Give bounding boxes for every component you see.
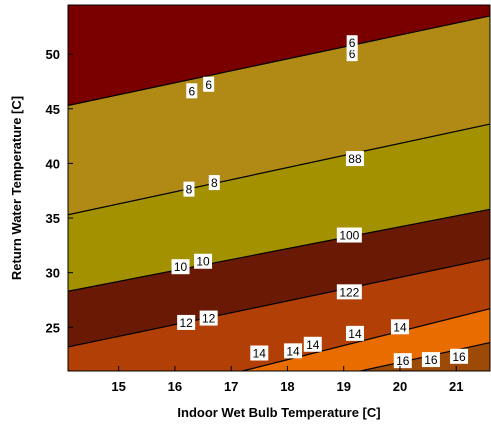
contour-line-6 [67,15,491,107]
y-tick-label: 30 [46,266,60,281]
contour-label-text: 14 [253,347,267,361]
contour-label-text: 14 [348,327,362,341]
contour-label-box [346,46,358,62]
y-tick-label: 45 [46,102,60,117]
contour-label-box [203,76,215,92]
contour-label-text: 12 [202,312,216,326]
contour-label: 10 [194,253,213,269]
contour-lines [67,15,491,372]
x-axis-ticks: 15 16 17 18 19 20 21 [111,366,463,394]
y-axis-ticks: 25 30 35 40 45 50 [46,47,73,335]
contour-label-text: 100 [339,229,359,243]
contour-label-text: 10 [174,260,188,274]
contour-line-12 [67,257,491,348]
contour-label-box [345,325,364,341]
contour-line-10 [67,208,491,292]
contour-label-text: 14 [286,344,300,358]
contour-label: 16 [421,352,440,368]
contour-label-box [171,259,190,275]
x-tick-label: 16 [168,379,182,394]
contour-label: 14 [250,345,269,361]
contour-label-text: 6 [188,84,195,98]
y-axis-label: Return Water Temperature [C] [9,96,24,280]
contour-line-8 [67,123,491,216]
contour-label-box [393,353,412,369]
contour-fills [68,5,490,371]
x-tick-label: 18 [280,379,294,394]
contour-label-box [284,343,303,359]
contour-label: 8 [183,181,195,197]
x-tick-label: 20 [393,379,407,394]
contour-label: 6 [203,76,215,92]
contour-label: 6 [186,83,198,99]
x-tick-label: 19 [336,379,350,394]
contour-label: 100 [336,227,362,243]
contour-label-box [186,83,198,99]
x-tick-label: 17 [224,379,238,394]
contour-label-text: 8 [211,176,218,190]
contour-label-box [194,253,213,269]
contour-label: 10 [171,259,190,275]
contour-label-text: 6 [205,78,212,92]
contour-label-box [390,319,409,335]
contour-label-text: 10 [196,255,210,269]
contour-label: 88 [345,151,364,167]
y-tick-label: 40 [46,156,60,171]
y-tick-label: 35 [46,211,60,226]
contour-label-text: 6 [349,47,356,61]
contour-label: 16 [450,348,469,364]
contour-label-box [336,284,362,300]
contour-label-box [199,310,218,326]
y-tick-label: 50 [46,47,60,62]
contour-label-box [450,348,469,364]
contour-label-text: 14 [393,320,407,334]
contour-label: 14 [303,336,322,352]
x-tick-label: 21 [449,379,463,394]
contour-band-high [411,356,490,371]
contour-label: 14 [345,325,364,341]
contour-label-text: 16 [424,353,438,367]
contour-label-text: 16 [452,350,466,364]
contour-label: 122 [336,284,362,300]
contour-label: 16 [393,353,412,369]
x-tick-label: 15 [111,379,125,394]
contour-label-box [346,35,358,51]
contour-label: 6 [346,46,358,62]
contour-label-text: 12 [179,316,193,330]
contour-label-box [336,227,362,243]
contour-label-text: 88 [348,152,362,166]
contour-label-text: 122 [339,285,359,299]
y-tick-label: 25 [46,320,60,335]
contour-label: 8 [208,175,220,191]
contour-label: 6 [346,35,358,51]
contour-label: 14 [284,343,303,359]
contour-line-14 [242,308,491,372]
contour-label: 12 [199,310,218,326]
contour-label: 14 [390,319,409,335]
contour-label-box [177,314,196,330]
contour-label-text: 8 [186,183,193,197]
contour-label-box [345,151,364,167]
contour-label-text: 14 [306,338,320,352]
contour-label-text: 16 [396,354,410,368]
x-axis-label: Indoor Wet Bulb Temperature [C] [177,405,380,420]
contour-label-text: 6 [349,36,356,50]
contour-label-box [183,181,195,197]
contour-label-box [250,345,269,361]
contour-label-box [303,336,322,352]
plot-frame [67,4,491,372]
contour-label: 12 [177,314,196,330]
contour-label-box [421,352,440,368]
contour-label-box [208,175,220,191]
